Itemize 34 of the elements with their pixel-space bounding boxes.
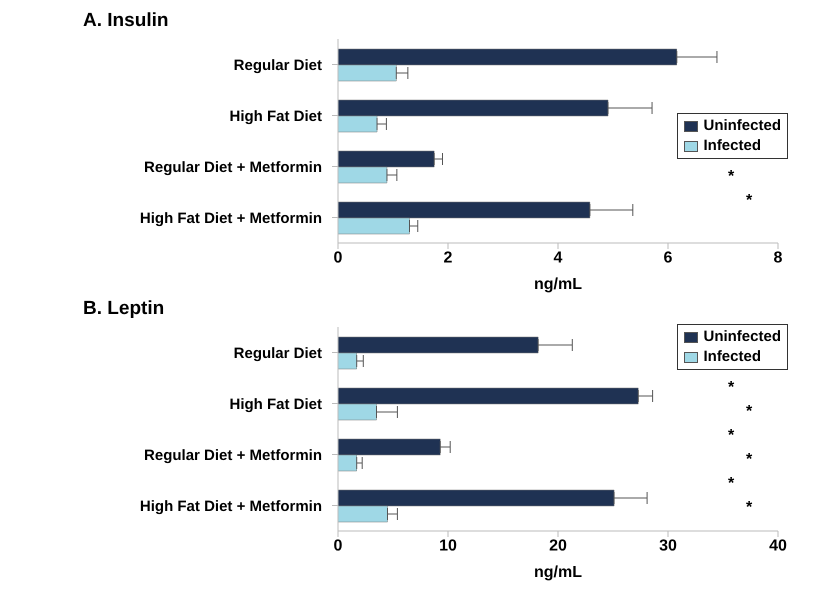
annotation: * xyxy=(728,475,734,493)
x-tick-label: 10 xyxy=(439,537,457,554)
text: B. Leptin xyxy=(83,298,164,320)
x-tick-label: 40 xyxy=(769,537,787,554)
legend-label: Infected xyxy=(702,136,762,156)
y-tick-label: Regular Diet xyxy=(234,344,322,362)
x-tick-label: 30 xyxy=(659,537,677,554)
legend-label: Uninfected xyxy=(702,116,781,136)
text: A. Insulin xyxy=(83,10,168,32)
legend-label: Infected xyxy=(702,347,762,367)
x-tick-label: 0 xyxy=(334,537,343,554)
x-axis-title: ng/mL xyxy=(534,276,582,293)
annotation: * xyxy=(746,403,752,421)
x-axis-title: ng/mL xyxy=(534,564,582,581)
x-tick-label: 6 xyxy=(664,249,673,266)
x-tick-label: 4 xyxy=(554,249,563,266)
annotation: * xyxy=(728,427,734,445)
annotation: * xyxy=(746,192,752,210)
y-tick-label: High Fat Diet + Metformin xyxy=(140,498,322,515)
x-tick-label: 2 xyxy=(444,249,453,266)
x-tick-label: 0 xyxy=(334,249,343,266)
y-tick-label: Regular Diet + Metformin xyxy=(144,158,322,176)
y-tick-label: High Fat Diet xyxy=(230,108,322,125)
legend-label: Uninfected xyxy=(702,327,781,347)
annotation: * xyxy=(746,499,752,517)
y-tick-label: Regular Diet + Metformin xyxy=(144,446,322,464)
y-tick-label: High Fat Diet + Metformin xyxy=(140,210,322,227)
x-tick-label: 8 xyxy=(774,249,783,266)
annotation: * xyxy=(728,379,734,397)
y-tick-label: Regular Diet xyxy=(234,56,322,74)
annotation: * xyxy=(746,451,752,469)
annotation: * xyxy=(728,168,734,186)
x-tick-label: 20 xyxy=(549,537,567,554)
y-tick-label: High Fat Diet xyxy=(230,396,322,413)
